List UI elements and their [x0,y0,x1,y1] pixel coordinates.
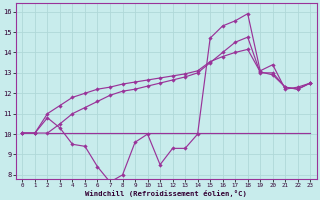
X-axis label: Windchill (Refroidissement éolien,°C): Windchill (Refroidissement éolien,°C) [85,190,247,197]
